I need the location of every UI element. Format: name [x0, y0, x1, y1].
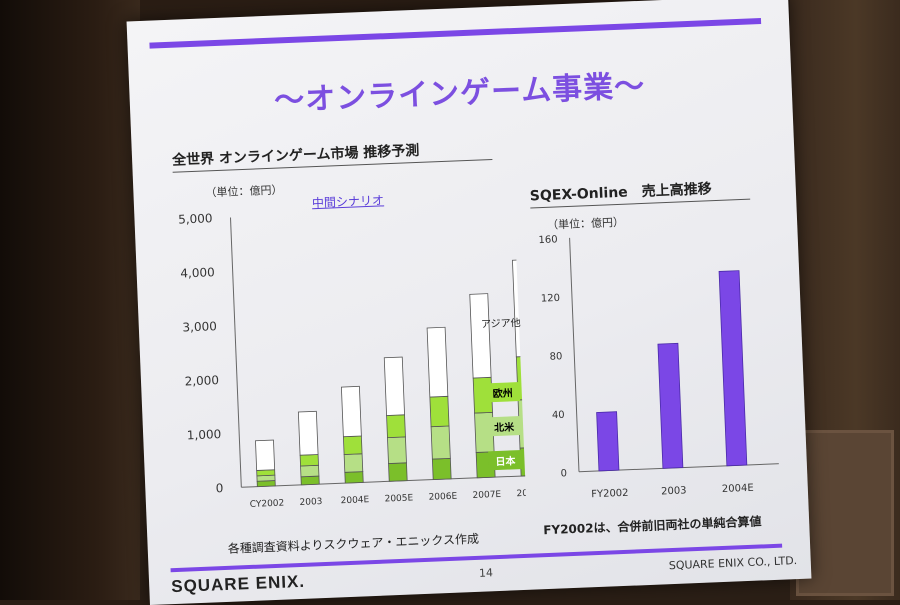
- room-wall-left: [0, 0, 140, 600]
- bar-segment: [297, 410, 319, 456]
- bar: [596, 411, 620, 472]
- bar-segment: [344, 471, 364, 484]
- x-tick-label: 2006E: [428, 492, 457, 503]
- legend-europe-label: 欧州: [492, 388, 514, 401]
- bar-segment: [431, 457, 452, 480]
- x-tick-label: 2003: [661, 485, 687, 497]
- bar-segment: [386, 414, 406, 439]
- y-tick-label: 80: [549, 351, 562, 363]
- y-tick-label: 5,000: [178, 211, 213, 226]
- bar-segment: [343, 453, 364, 473]
- legend-japan: 日本: [488, 449, 523, 471]
- bar-segment: [340, 385, 362, 438]
- bar-segment: [469, 293, 492, 379]
- y-tick-label: 0: [560, 468, 567, 479]
- x-tick-label: 2004E: [722, 483, 754, 495]
- projection-screen: ～オンラインゲーム事業～ 全世界 オンラインゲーム市場 推移予測 （単位：億円）…: [126, 0, 812, 605]
- y-tick-label: 2,000: [184, 373, 219, 388]
- wall-panel: [796, 430, 894, 596]
- bar-segment: [342, 435, 363, 455]
- y-axis-line: [569, 237, 580, 472]
- left-chart-title: 全世界 オンラインゲーム市場 推移予測: [171, 142, 420, 169]
- right-sales-chart: 160 120 80 40 0 FY2002 2003 2004E: [538, 234, 781, 500]
- bar-segment: [255, 439, 276, 471]
- x-tick-label: CY2002: [250, 499, 285, 510]
- x-tick-label: 2004E: [340, 495, 369, 506]
- y-tick-label: 0: [215, 481, 223, 495]
- left-chart-unit: （単位：億円）: [205, 183, 283, 200]
- x-tick-label: 2007E: [472, 490, 501, 501]
- bar: [718, 270, 748, 467]
- company-name: SQUARE ENIX CO., LTD.: [668, 554, 798, 573]
- legend-north-america-label: 北米: [493, 422, 515, 435]
- left-source-note: 各種調査資料よりスクウェア・エニックス作成: [227, 531, 480, 556]
- x-tick-label: 2008E: [516, 488, 526, 499]
- left-market-chart: 5,000 4,000 3,000 2,000 1,000 0 CY2002 2003 200…: [178, 211, 527, 510]
- y-tick-label: 160: [538, 234, 558, 246]
- bar-segment: [426, 326, 449, 398]
- top-rule: [149, 18, 762, 49]
- square-enix-logo: SQUARE ENIX.: [170, 571, 306, 597]
- legend-japan-label: 日本: [495, 456, 516, 469]
- y-tick-label: 4,000: [180, 265, 215, 280]
- page-number: 14: [478, 566, 494, 580]
- bar-segment: [300, 464, 320, 478]
- bar-segment: [383, 356, 405, 416]
- y-tick-label: 40: [552, 410, 565, 422]
- bar: [657, 342, 684, 469]
- y-tick-label: 1,000: [187, 427, 222, 442]
- x-tick-label: 2003: [299, 497, 322, 508]
- y-tick-label: 120: [541, 293, 561, 305]
- x-tick-label: 2005E: [384, 493, 413, 504]
- bar-segment: [430, 425, 451, 460]
- y-tick-label: 3,000: [182, 319, 217, 334]
- legend-europe: 欧州: [485, 382, 521, 403]
- bar-segment: [387, 436, 407, 464]
- bar-segment: [300, 475, 320, 486]
- bar-segment: [299, 454, 319, 467]
- legend-asia-label: アジア他: [480, 317, 521, 331]
- legend-asia: アジア他: [481, 314, 521, 331]
- slide-title: ～オンラインゲーム事業～: [273, 68, 646, 119]
- legend-north-america: 北米: [486, 416, 522, 437]
- bar-segment: [429, 395, 450, 428]
- bar-segment: [388, 462, 408, 482]
- x-tick-label: FY2002: [591, 488, 629, 500]
- right-footnote: FY2002は、合併前旧両社の単純合算値: [543, 514, 762, 538]
- y-axis-line: [229, 217, 242, 488]
